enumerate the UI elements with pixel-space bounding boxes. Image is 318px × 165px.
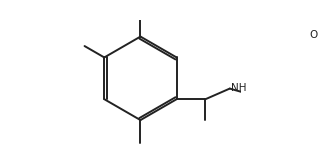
Text: O: O <box>309 30 318 40</box>
Text: NH: NH <box>231 83 246 93</box>
